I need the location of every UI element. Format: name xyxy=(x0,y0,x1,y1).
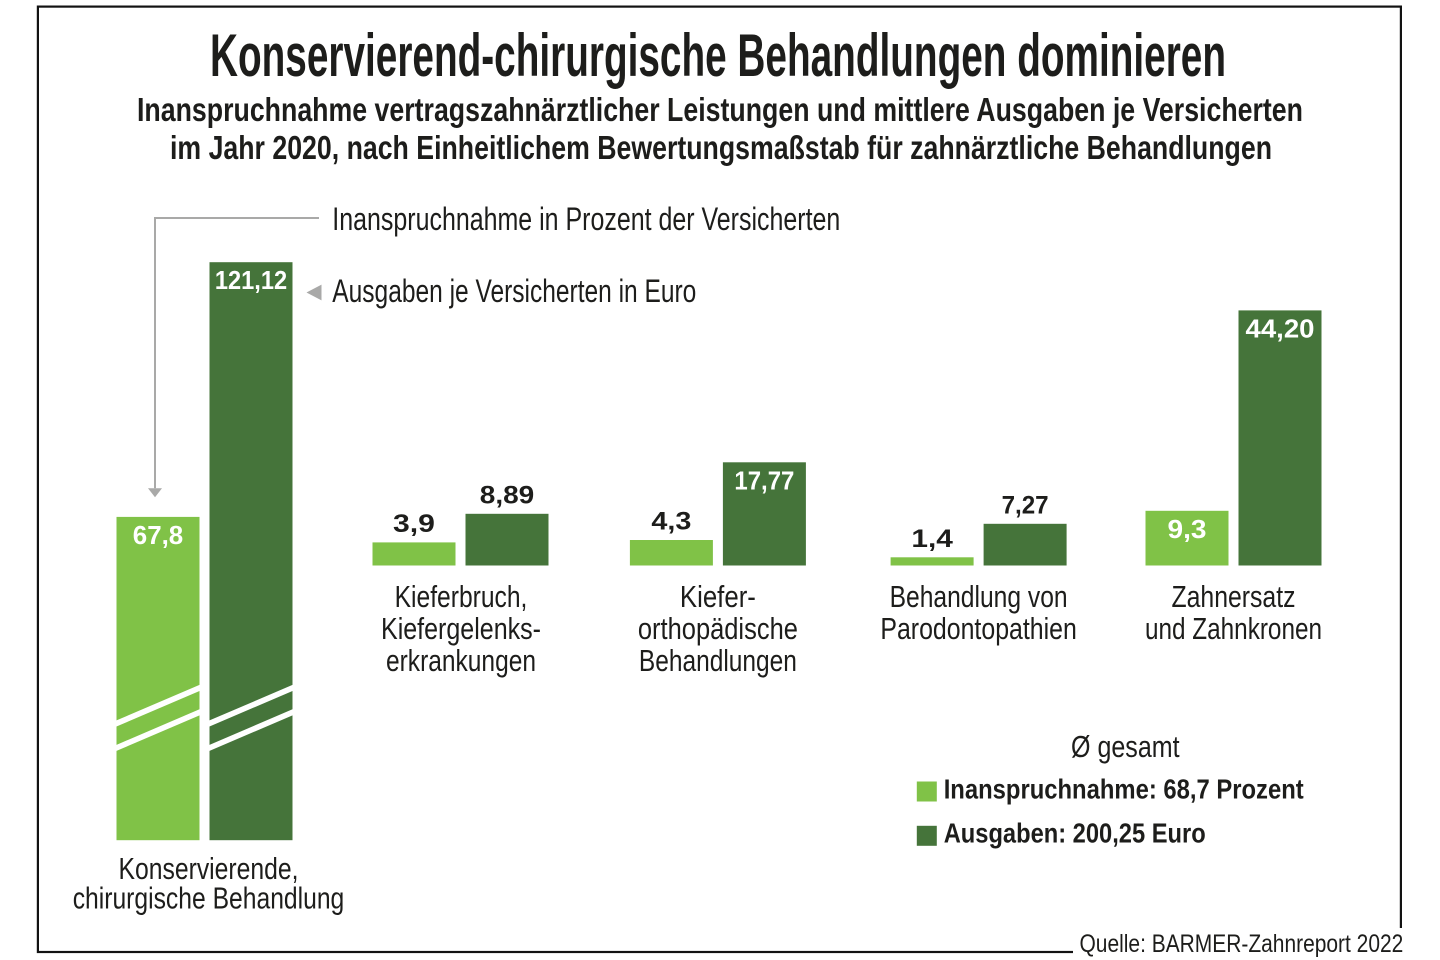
svg-text:4,3: 4,3 xyxy=(651,508,691,536)
svg-text:Ø gesamt: Ø gesamt xyxy=(1071,729,1180,764)
svg-text:121,12: 121,12 xyxy=(215,265,287,295)
svg-text:Kiefer-: Kiefer- xyxy=(680,579,756,614)
svg-text:17,77: 17,77 xyxy=(734,465,794,495)
svg-text:Kieferbruch,: Kieferbruch, xyxy=(395,579,528,614)
svg-text:erkrankungen: erkrankungen xyxy=(386,643,536,678)
svg-text:Konservierende,: Konservierende, xyxy=(119,851,299,886)
svg-text:8,89: 8,89 xyxy=(480,481,535,509)
svg-text:Quelle: BARMER-Zahnreport 2022: Quelle: BARMER-Zahnreport 2022 xyxy=(1080,930,1404,958)
svg-text:Behandlung von: Behandlung von xyxy=(890,579,1068,614)
svg-text:Parodontopathien: Parodontopathien xyxy=(880,611,1077,646)
svg-text:Ausgaben: 200,25 Euro: Ausgaben: 200,25 Euro xyxy=(944,818,1206,849)
svg-text:67,8: 67,8 xyxy=(133,520,183,550)
svg-text:orthopädische: orthopädische xyxy=(638,611,798,646)
svg-text:Inanspruchnahme: 68,7 Prozent: Inanspruchnahme: 68,7 Prozent xyxy=(944,773,1304,804)
svg-text:9,3: 9,3 xyxy=(1168,514,1207,544)
svg-text:44,20: 44,20 xyxy=(1246,313,1315,343)
svg-text:Zahnersatz: Zahnersatz xyxy=(1172,579,1296,614)
svg-text:1,4: 1,4 xyxy=(911,525,953,553)
svg-text:und Zahnkronen: und Zahnkronen xyxy=(1145,611,1322,646)
svg-text:im Jahr 2020, nach Einheitlich: im Jahr 2020, nach Einheitlichem Bewertu… xyxy=(170,129,1272,166)
svg-text:chirurgische Behandlung: chirurgische Behandlung xyxy=(73,881,345,916)
svg-text:Konservierend-chirurgische Beh: Konservierend-chirurgische Behandlungen … xyxy=(210,22,1226,89)
svg-text:Inanspruchnahme in Prozent der: Inanspruchnahme in Prozent der Versicher… xyxy=(332,201,840,237)
svg-text:3,9: 3,9 xyxy=(393,510,435,538)
svg-text:7,27: 7,27 xyxy=(1002,491,1049,519)
svg-text:Behandlungen: Behandlungen xyxy=(639,643,797,678)
svg-text:Kiefergelenks-: Kiefergelenks- xyxy=(381,611,541,646)
svg-text:Ausgaben je Versicherten in Eu: Ausgaben je Versicherten in Euro xyxy=(332,273,696,309)
svg-text:Inanspruchnahme vertragszahnär: Inanspruchnahme vertragszahnärztlicher L… xyxy=(137,91,1303,128)
